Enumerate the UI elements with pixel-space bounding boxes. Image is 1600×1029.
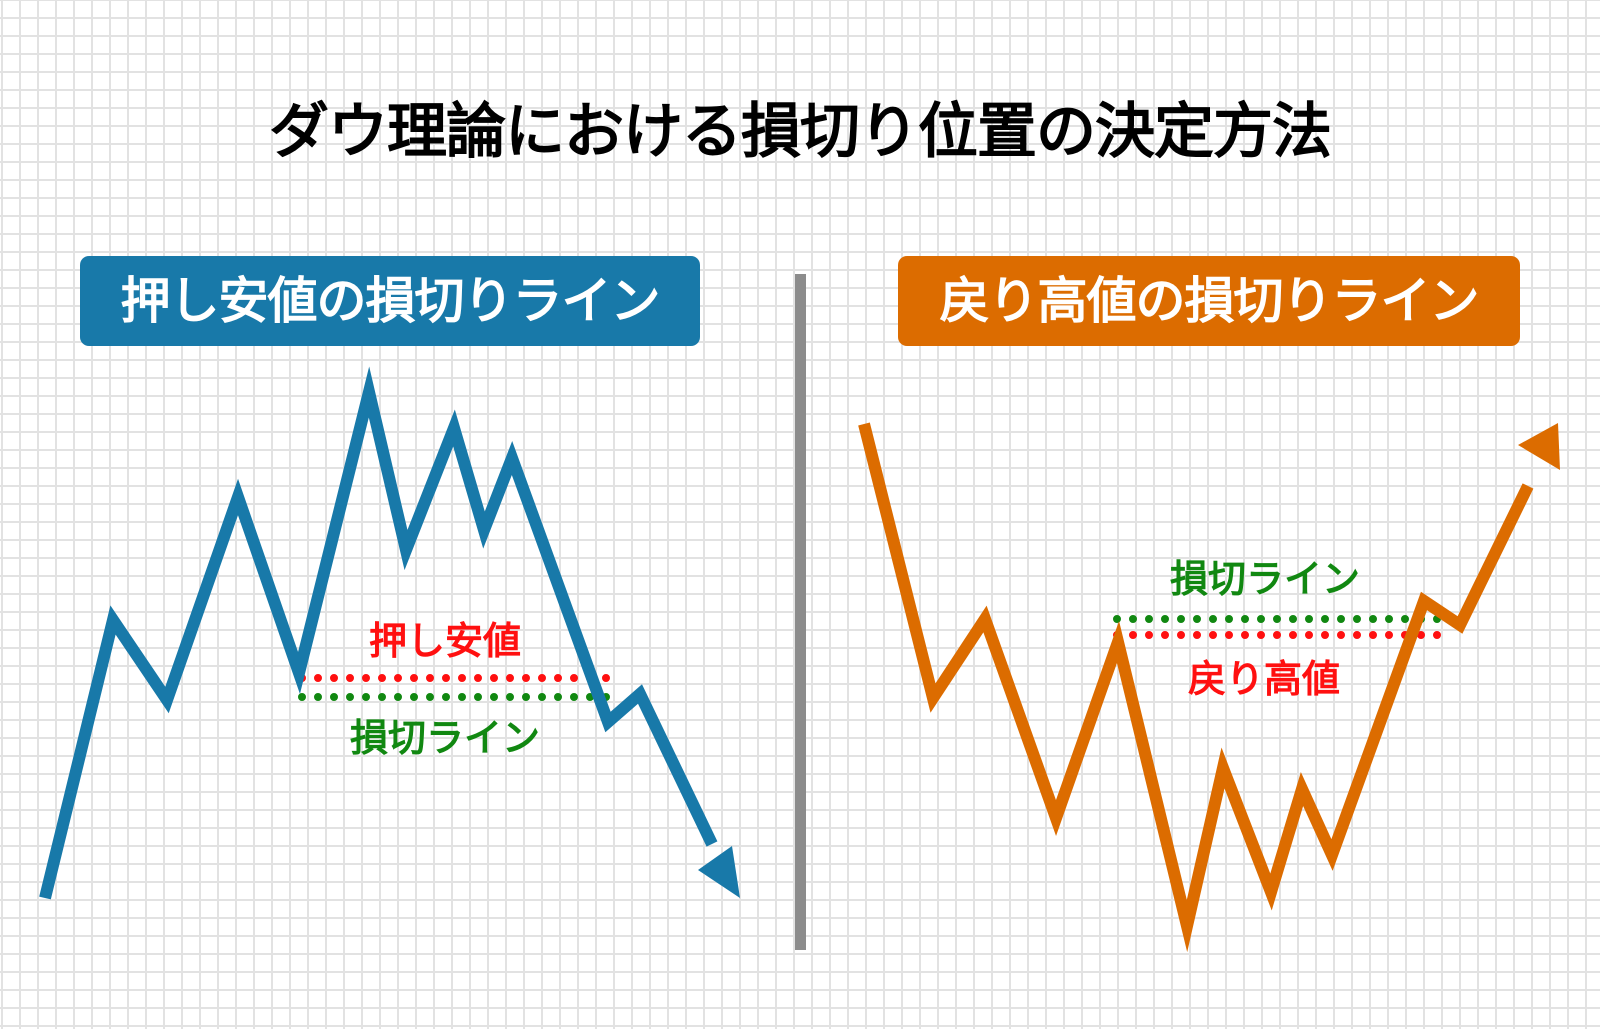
- right-panel-heading: 戻り高値の損切りライン: [898, 256, 1520, 346]
- panel-divider: [795, 274, 806, 950]
- left-arrow-head-icon: [698, 846, 740, 898]
- page-title: ダウ理論における損切り位置の決定方法: [269, 97, 1332, 167]
- left-stop-label: 損切ライン: [350, 716, 541, 760]
- right-trend-line: [858, 422, 1534, 953]
- right-stop-label: 損切ライン: [1170, 557, 1361, 601]
- right-price-label: 戻り高値: [1188, 657, 1341, 701]
- left-trend-line: [39, 366, 718, 900]
- left-price-label: 押し安値: [369, 619, 522, 663]
- left-panel-heading: 押し安値の損切りライン: [80, 256, 700, 346]
- right-arrow-head-icon: [1518, 423, 1560, 470]
